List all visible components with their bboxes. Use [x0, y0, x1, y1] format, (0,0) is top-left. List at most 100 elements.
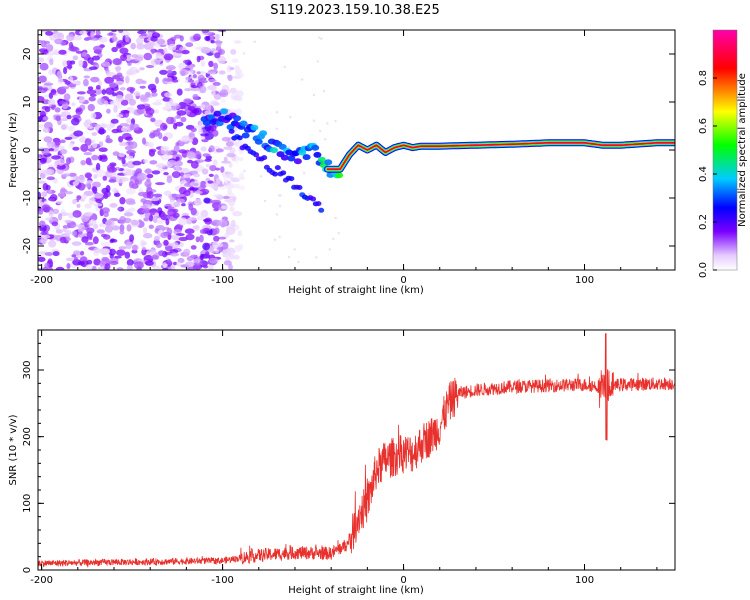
noise-speckle — [149, 160, 158, 165]
noise-speckle — [72, 213, 79, 218]
noise-speckle — [89, 122, 97, 127]
ridge-branch — [315, 201, 322, 207]
x-tick-label: -200 — [30, 575, 53, 586]
snr-ylabel: SNR (10 * v/v) — [8, 414, 19, 485]
noise-speckle — [56, 70, 63, 79]
noise-speckle — [59, 236, 67, 244]
noise-speckle — [132, 160, 142, 166]
noise-speckle — [163, 53, 174, 61]
noise-speckle — [91, 154, 99, 161]
noise-speckle — [229, 66, 235, 71]
noise-speckle — [38, 75, 47, 83]
y-tick-label: -10 — [22, 190, 33, 206]
noise-speckle — [179, 137, 189, 142]
noise-speckle — [108, 248, 116, 256]
noise-dot — [277, 194, 281, 197]
noise-speckle — [136, 104, 146, 110]
noise-speckle — [108, 82, 118, 88]
noise-speckle — [175, 193, 186, 198]
noise-speckle — [226, 109, 232, 114]
noise-speckle — [226, 65, 232, 73]
noise-speckle — [202, 265, 209, 269]
ridge-blob — [311, 144, 320, 151]
noise-speckle — [146, 173, 154, 179]
noise-speckle — [228, 162, 233, 168]
noise-speckle — [118, 136, 124, 143]
noise-speckle — [86, 227, 95, 234]
noise-speckle — [79, 30, 88, 35]
noise-speckle — [176, 110, 187, 116]
noise-speckle — [233, 58, 239, 63]
noise-speckle — [166, 70, 173, 75]
noise-dot — [278, 235, 281, 239]
noise-dot — [278, 205, 282, 208]
noise-speckle — [101, 61, 111, 67]
noise-speckle — [175, 165, 180, 171]
noise-speckle — [153, 266, 162, 270]
noise-speckle — [116, 249, 126, 256]
x-tick-label: -100 — [211, 575, 234, 586]
y-tick-label: 300 — [22, 360, 33, 379]
noise-speckle — [208, 173, 214, 177]
ridge-blob — [213, 110, 222, 117]
ridge-blob — [335, 172, 344, 179]
noise-speckle — [126, 259, 134, 266]
noise-speckle — [186, 266, 195, 270]
x-tick-label: -100 — [211, 275, 234, 286]
noise-speckle — [78, 95, 86, 103]
noise-speckle — [72, 181, 80, 186]
noise-speckle — [126, 149, 136, 155]
ridge-branch — [272, 171, 279, 177]
noise-speckle — [40, 50, 49, 55]
snr-xlabel: Height of straight line (km) — [288, 585, 424, 596]
noise-speckle — [125, 169, 135, 176]
spectrogram-ylabel: Frequency (Hz) — [8, 112, 19, 188]
noise-dot — [308, 193, 311, 196]
noise-speckle — [56, 32, 65, 41]
noise-speckle — [193, 33, 201, 41]
ridge-branch — [253, 152, 260, 158]
noise-speckle — [200, 60, 206, 67]
noise-speckle — [71, 102, 76, 107]
noise-speckle — [64, 219, 72, 223]
noise-speckle — [63, 93, 71, 101]
noise-speckle — [120, 109, 130, 114]
noise-speckle — [71, 254, 77, 258]
noise-speckle — [190, 127, 197, 133]
noise-speckle — [111, 128, 120, 134]
noise-speckle — [201, 168, 209, 175]
ridge-blob — [239, 120, 248, 127]
ridge-branch — [228, 128, 235, 134]
snr-axes: -200 -100 0 100 0 100 200 300 — [22, 329, 675, 586]
noise-speckle — [58, 191, 65, 198]
noise-speckle — [228, 199, 235, 207]
noise-speckle — [173, 201, 181, 208]
noise-speckle — [119, 230, 125, 235]
noise-speckle — [126, 264, 133, 270]
noise-speckle — [92, 55, 100, 61]
noise-speckle — [202, 218, 211, 223]
noise-speckle — [190, 85, 199, 89]
noise-speckle — [145, 168, 152, 175]
noise-speckle — [52, 208, 60, 214]
noise-speckle — [104, 76, 114, 84]
noise-speckle — [118, 152, 125, 158]
noise-speckle — [43, 82, 54, 86]
noise-speckle — [178, 101, 186, 110]
noise-speckle — [39, 220, 46, 228]
noise-speckle — [235, 95, 243, 102]
noise-speckle — [67, 62, 73, 70]
ridge-blob — [287, 155, 296, 162]
noise-speckle — [116, 72, 123, 77]
noise-speckle — [62, 60, 68, 67]
noise-speckle — [42, 127, 51, 133]
noise-speckle — [71, 117, 80, 126]
noise-speckle — [109, 203, 118, 208]
noise-speckle — [134, 261, 144, 270]
noise-speckle — [62, 224, 72, 229]
ridge-blob — [302, 154, 311, 161]
noise-speckle — [223, 260, 232, 266]
noise-speckle — [193, 173, 200, 178]
noise-speckle — [202, 242, 211, 251]
